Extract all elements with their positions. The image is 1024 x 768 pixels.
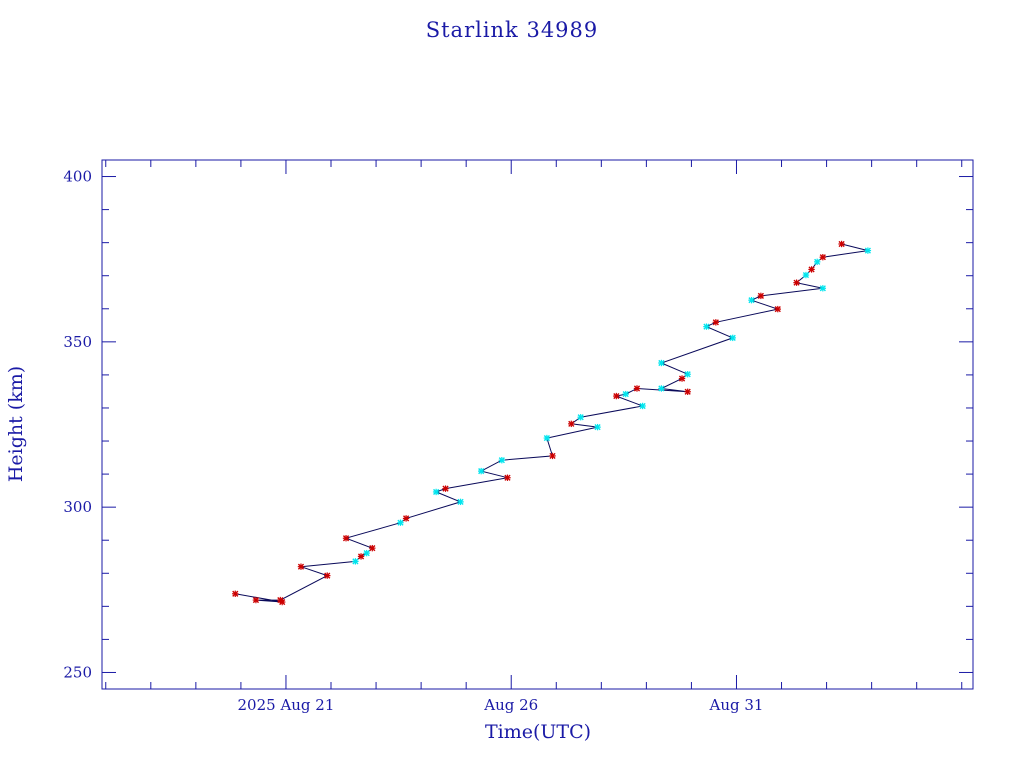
data-point — [712, 319, 720, 326]
x-tick-label: Aug 26 — [483, 696, 538, 714]
data-point — [549, 452, 556, 460]
data-point — [498, 457, 506, 464]
plot-frame — [101, 159, 974, 690]
chart-title: Starlink 34989 — [426, 18, 599, 42]
data-point — [684, 388, 691, 395]
data-point — [658, 385, 665, 392]
data-point — [684, 371, 691, 378]
data-point — [703, 323, 710, 330]
x-axis-ticks: 2025 Aug 21 Aug 26 Aug 31 — [105, 160, 963, 714]
data-point — [252, 596, 260, 604]
data-point — [678, 375, 686, 382]
data-point — [357, 553, 365, 560]
data-point — [729, 334, 736, 342]
x-tick-label: 2025 Aug 21 — [238, 696, 335, 714]
y-tick-label: 300 — [63, 498, 92, 516]
y-tick-label: 350 — [63, 333, 92, 351]
data-point — [324, 572, 331, 579]
data-point — [432, 488, 440, 496]
y-axis-ticks: 250 300 350 400 — [63, 168, 973, 681]
data-point — [369, 544, 376, 552]
series-line — [235, 243, 869, 603]
data-point — [457, 498, 464, 506]
data-point — [277, 596, 284, 604]
data-point — [543, 434, 551, 442]
data-point — [594, 423, 601, 431]
data-point — [504, 474, 511, 481]
y-axis-label: Height (km) — [5, 366, 27, 482]
data-point — [402, 515, 410, 522]
data-point — [819, 285, 827, 292]
data-point — [639, 402, 646, 410]
data-point — [838, 240, 845, 248]
data-point — [363, 549, 370, 557]
data-point — [297, 563, 305, 570]
y-tick-label: 250 — [63, 663, 92, 681]
data-point — [802, 271, 810, 279]
data-point — [397, 519, 404, 526]
data-point — [793, 279, 800, 286]
data-point — [658, 359, 665, 367]
data-point — [813, 258, 821, 266]
data-point — [352, 558, 359, 565]
y-tick-label: 400 — [63, 168, 92, 186]
data-point — [442, 485, 449, 492]
data-point — [568, 420, 575, 428]
data-point — [808, 266, 815, 273]
data-point — [748, 296, 755, 304]
x-axis-label: Time(UTC) — [485, 721, 591, 743]
data-point — [342, 535, 350, 542]
data-point — [232, 590, 239, 597]
x-tick-label: Aug 31 — [709, 696, 764, 714]
data-point — [757, 292, 765, 300]
data-point — [864, 247, 872, 254]
data-point — [622, 390, 629, 398]
series-line-group — [235, 243, 869, 603]
data-markers — [232, 240, 872, 606]
data-point — [633, 385, 641, 392]
data-point — [477, 467, 485, 475]
data-point — [613, 392, 620, 400]
plot-border — [101, 159, 974, 690]
data-point — [819, 254, 827, 261]
data-point — [577, 414, 584, 421]
data-point — [774, 305, 781, 313]
